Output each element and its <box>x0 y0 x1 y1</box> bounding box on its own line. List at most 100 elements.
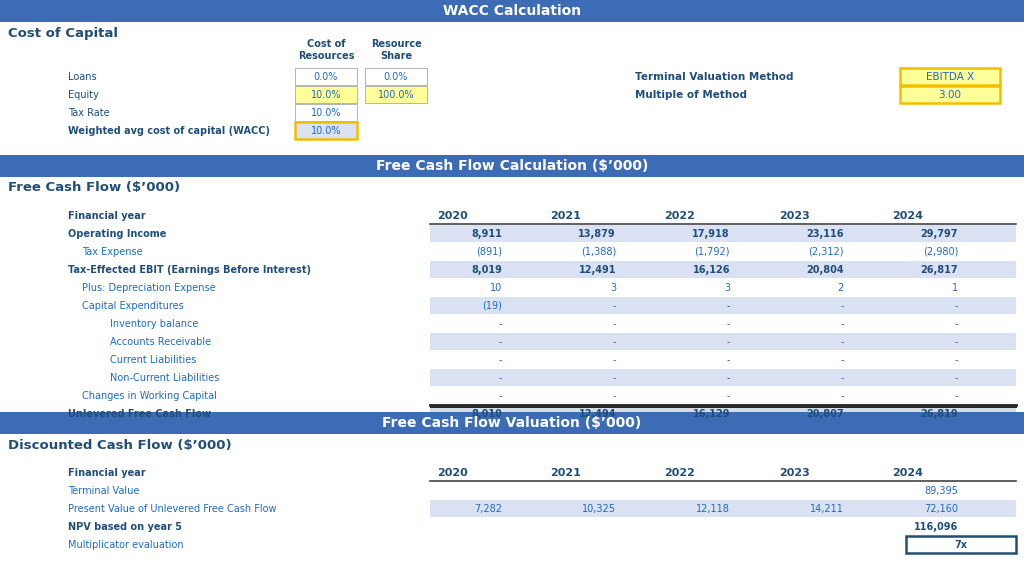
Text: -: - <box>499 319 502 329</box>
Text: 10,325: 10,325 <box>582 504 616 514</box>
Text: -: - <box>726 373 730 383</box>
Bar <box>430 207 1016 224</box>
Text: Financial year: Financial year <box>68 468 145 478</box>
Text: 16,129: 16,129 <box>692 409 730 419</box>
Text: 8,010: 8,010 <box>471 409 502 419</box>
Text: (2,980): (2,980) <box>923 247 958 257</box>
Text: -: - <box>612 355 616 365</box>
Text: Free Cash Flow Calculation ($’000): Free Cash Flow Calculation ($’000) <box>376 159 648 173</box>
Bar <box>430 518 1016 535</box>
Bar <box>900 68 1000 85</box>
Text: (891): (891) <box>476 247 502 257</box>
Text: 7x: 7x <box>954 540 968 550</box>
Text: -: - <box>612 319 616 329</box>
Text: 10.0%: 10.0% <box>310 108 341 118</box>
Text: -: - <box>499 373 502 383</box>
Text: -: - <box>726 391 730 401</box>
Text: -: - <box>726 319 730 329</box>
Text: 100.0%: 100.0% <box>378 90 415 100</box>
Bar <box>430 351 1016 368</box>
Text: -: - <box>499 337 502 347</box>
Text: -: - <box>499 355 502 365</box>
Text: 13,879: 13,879 <box>579 229 616 239</box>
Text: Weighted avg cost of capital (WACC): Weighted avg cost of capital (WACC) <box>68 126 270 136</box>
Text: (1,388): (1,388) <box>581 247 616 257</box>
Text: 12,494: 12,494 <box>579 409 616 419</box>
Text: Changes in Working Capital: Changes in Working Capital <box>82 391 217 401</box>
Bar <box>295 104 357 121</box>
Bar <box>430 297 1016 314</box>
Bar <box>0 412 1024 434</box>
Text: 2020: 2020 <box>436 211 467 221</box>
Text: 116,096: 116,096 <box>913 522 958 532</box>
Text: -: - <box>726 337 730 347</box>
Text: -: - <box>499 391 502 401</box>
Text: 16,126: 16,126 <box>692 265 730 275</box>
Text: -: - <box>726 355 730 365</box>
Text: -: - <box>612 337 616 347</box>
Text: Resource
Share: Resource Share <box>371 39 421 61</box>
Text: 7,282: 7,282 <box>474 504 502 514</box>
Text: -: - <box>954 373 958 383</box>
Text: -: - <box>841 391 844 401</box>
Text: 2021: 2021 <box>551 211 582 221</box>
Bar <box>635 68 935 86</box>
Bar <box>0 0 1024 22</box>
Text: Accounts Receivable: Accounts Receivable <box>110 337 211 347</box>
Bar <box>430 405 1016 422</box>
Bar <box>295 122 357 139</box>
Bar <box>430 261 1016 278</box>
Text: -: - <box>954 355 958 365</box>
Text: Multiple of Method: Multiple of Method <box>635 90 746 100</box>
Text: Tax-Effected EBIT (Earnings Before Interest): Tax-Effected EBIT (Earnings Before Inter… <box>68 265 311 275</box>
Text: 3.00: 3.00 <box>939 90 962 100</box>
Text: -: - <box>954 337 958 347</box>
Text: Inventory balance: Inventory balance <box>110 319 199 329</box>
Text: -: - <box>954 319 958 329</box>
Text: NPV based on year 5: NPV based on year 5 <box>68 522 182 532</box>
Text: 2022: 2022 <box>665 211 695 221</box>
Text: 17,918: 17,918 <box>692 229 730 239</box>
Text: 2021: 2021 <box>551 468 582 478</box>
Text: -: - <box>954 391 958 401</box>
Text: 12,118: 12,118 <box>696 504 730 514</box>
Text: -: - <box>612 301 616 311</box>
Text: 26,817: 26,817 <box>921 265 958 275</box>
Text: 20,804: 20,804 <box>806 265 844 275</box>
Text: -: - <box>726 301 730 311</box>
Text: 3: 3 <box>610 283 616 293</box>
Text: 14,211: 14,211 <box>810 504 844 514</box>
Bar <box>430 369 1016 386</box>
Text: 10.0%: 10.0% <box>310 90 341 100</box>
Bar <box>430 315 1016 332</box>
Text: (19): (19) <box>482 301 502 311</box>
Bar <box>430 464 1016 481</box>
Text: (1,792): (1,792) <box>694 247 730 257</box>
Text: 20,807: 20,807 <box>806 409 844 419</box>
Bar <box>0 155 1024 177</box>
Text: 23,116: 23,116 <box>807 229 844 239</box>
Text: 8,019: 8,019 <box>471 265 502 275</box>
Text: -: - <box>841 319 844 329</box>
Text: 2023: 2023 <box>778 468 809 478</box>
Bar <box>430 387 1016 404</box>
Text: 2024: 2024 <box>893 468 924 478</box>
Text: Tax Rate: Tax Rate <box>68 108 110 118</box>
Text: 2020: 2020 <box>436 468 467 478</box>
Bar <box>365 68 427 85</box>
Text: 8,911: 8,911 <box>471 229 502 239</box>
Text: 2022: 2022 <box>665 468 695 478</box>
Text: Plus: Depreciation Expense: Plus: Depreciation Expense <box>82 283 216 293</box>
Text: Loans: Loans <box>68 72 96 82</box>
Text: -: - <box>612 391 616 401</box>
Text: Present Value of Unlevered Free Cash Flow: Present Value of Unlevered Free Cash Flo… <box>68 504 276 514</box>
Text: 89,395: 89,395 <box>924 486 958 496</box>
Text: Tax Expense: Tax Expense <box>82 247 142 257</box>
Text: -: - <box>612 373 616 383</box>
Text: 0.0%: 0.0% <box>313 72 338 82</box>
Text: -: - <box>841 355 844 365</box>
Bar <box>365 86 427 103</box>
Text: 2: 2 <box>838 283 844 293</box>
Text: 10.0%: 10.0% <box>310 126 341 136</box>
Text: WACC Calculation: WACC Calculation <box>443 4 581 18</box>
